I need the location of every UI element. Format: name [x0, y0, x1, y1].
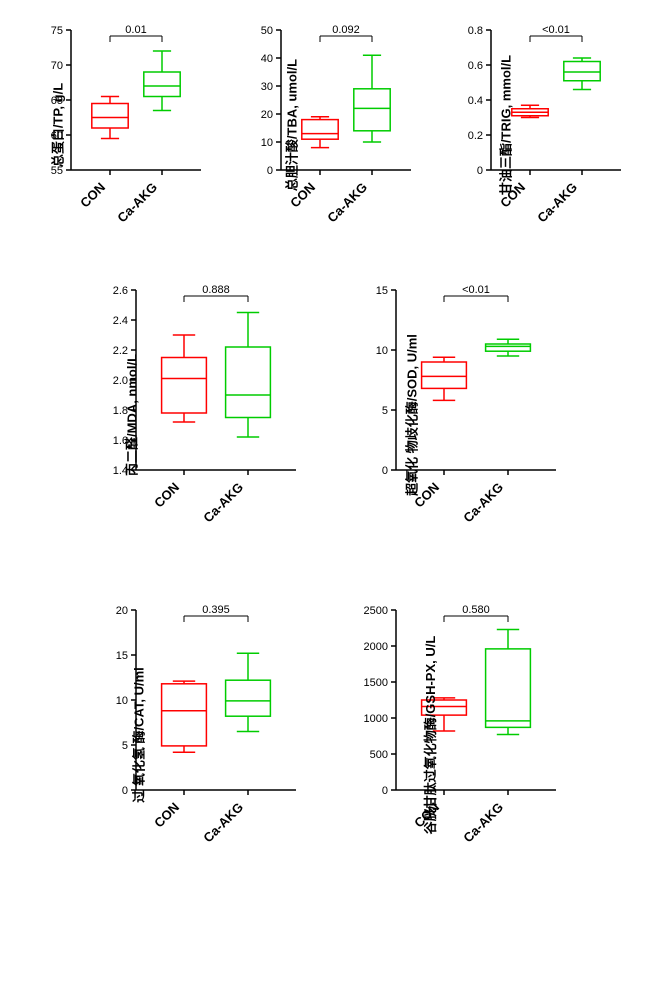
- boxplot-gsh: 谷胱甘肽过氧化物酶/GSH-PX, U/L 0 500 1000 1500 2000 250…: [336, 590, 586, 880]
- boxplot-mda: 丙二醛/MDA, nmol/L1.41.61.82.02.22.42.6CONC…: [76, 270, 326, 560]
- chart-svg: 00.20.40.60.8CONCa-AKG<0.01: [441, 10, 641, 240]
- p-value-label: 0.01: [125, 24, 146, 36]
- boxplot-tba: 总胆汁酸/TBA, umol/L01020304050CONCa-AKG0.09…: [231, 10, 431, 240]
- y-tick-label: 15: [116, 650, 128, 662]
- y-axis-label: 总胆汁酸/TBA, umol/L: [282, 59, 301, 191]
- x-category-label: CON: [151, 480, 182, 511]
- chart-svg: 05001000150020002500CONCa-AKG0.580: [336, 590, 586, 880]
- y-tick-label: 0.8: [468, 25, 483, 37]
- y-tick-label: 0: [382, 785, 388, 797]
- x-category-label: CON: [151, 800, 182, 831]
- chart-svg: 01020304050CONCa-AKG0.092: [231, 10, 431, 240]
- x-category-label: Ca-AKG: [200, 800, 246, 846]
- y-tick-label: 75: [51, 25, 63, 37]
- chart-svg: 0 5 10 15 20 CON Ca-AKG 0.395: [76, 590, 326, 880]
- y-tick-label: 10: [376, 345, 388, 357]
- y-tick-label: 50: [261, 25, 273, 37]
- y-tick-label: 30: [261, 81, 273, 93]
- x-category-label: Ca-AKG: [534, 180, 580, 226]
- x-category-label: Ca-AKG: [324, 180, 370, 226]
- boxplot-tp: 总蛋白/TP, g/L5560657075CONCa-AKG0.01: [21, 10, 221, 240]
- boxplot-trig: 甘油三酯/TRIG, mmol/L00.20.40.60.8CONCa-AKG<…: [441, 10, 641, 240]
- y-axis-label: 丙二醛/MDA, nmol/L: [122, 354, 141, 476]
- y-tick-label: 0.4: [468, 95, 483, 107]
- p-value-label: 0.395: [202, 604, 230, 616]
- chart-svg: 1.41.61.82.02.22.42.6CONCa-AKG0.888: [76, 270, 326, 560]
- p-value-label: <0.01: [542, 24, 570, 36]
- boxplot-cat: 过 氧化氢 酶/CAT, U/ml0 5 10 15 20 CON Ca-AKG 0.395: [76, 590, 326, 880]
- y-tick-label: 2000: [364, 641, 388, 653]
- chart-row: 丙二醛/MDA, nmol/L1.41.61.82.02.22.42.6CONC…: [10, 270, 652, 560]
- y-tick-label: 70: [51, 60, 63, 72]
- y-axis-label: 总蛋白/TP, g/L: [48, 83, 67, 167]
- y-tick-label: 15: [376, 285, 388, 297]
- boxplot-sod: 超氧化 物歧化酶/SOD, U/ml051015CONCa-AKG<0.01: [336, 270, 586, 560]
- p-value-label: 0.888: [202, 284, 230, 296]
- p-value-label: 0.092: [332, 24, 360, 36]
- y-axis-label: 过 氧化氢 酶/CAT, U/ml: [128, 667, 147, 803]
- p-value-label: <0.01: [462, 284, 490, 296]
- y-tick-label: 1500: [364, 677, 388, 689]
- y-tick-label: 10: [116, 695, 128, 707]
- y-tick-label: 10: [261, 137, 273, 149]
- y-tick-label: 0: [122, 785, 128, 797]
- y-axis-label: 超氧化 物歧化酶/SOD, U/ml: [401, 334, 420, 496]
- x-category-label: Ca-AKG: [200, 480, 246, 526]
- y-tick-label: 500: [370, 749, 388, 761]
- y-tick-label: 0.2: [468, 130, 483, 142]
- chart-row: 总蛋白/TP, g/L5560657075CONCa-AKG0.01总胆汁酸/T…: [10, 10, 652, 240]
- x-category-label: Ca-AKG: [460, 800, 506, 846]
- y-tick-label: 40: [261, 53, 273, 65]
- y-tick-label: 0: [477, 165, 483, 177]
- x-category-label: CON: [77, 180, 108, 211]
- x-category-label: Ca-AKG: [460, 480, 506, 526]
- y-tick-label: 20: [116, 605, 128, 617]
- chart-svg: 051015CONCa-AKG<0.01: [336, 270, 586, 560]
- y-tick-label: 2.6: [113, 285, 128, 297]
- chart-row: 过 氧化氢 酶/CAT, U/ml05101520CONCa-AKG0.395谷…: [10, 590, 652, 880]
- y-tick-label: 2500: [364, 605, 388, 617]
- x-category-label: Ca-AKG: [114, 180, 160, 226]
- p-value-label: 0.580: [462, 604, 490, 616]
- y-tick-label: 5: [382, 405, 388, 417]
- y-axis-label: 谷胱甘肽过氧化物酶/GSH-PX, U/L: [420, 636, 439, 835]
- y-tick-label: 1000: [364, 713, 388, 725]
- y-axis-label: 甘油三酯/TRIG, mmol/L: [496, 55, 515, 195]
- y-tick-label: 5: [122, 740, 128, 752]
- y-tick-label: 0: [382, 465, 388, 477]
- y-tick-label: 20: [261, 109, 273, 121]
- y-tick-label: 0: [267, 165, 273, 177]
- y-tick-label: 2.4: [113, 315, 128, 327]
- y-tick-label: 0.6: [468, 60, 483, 72]
